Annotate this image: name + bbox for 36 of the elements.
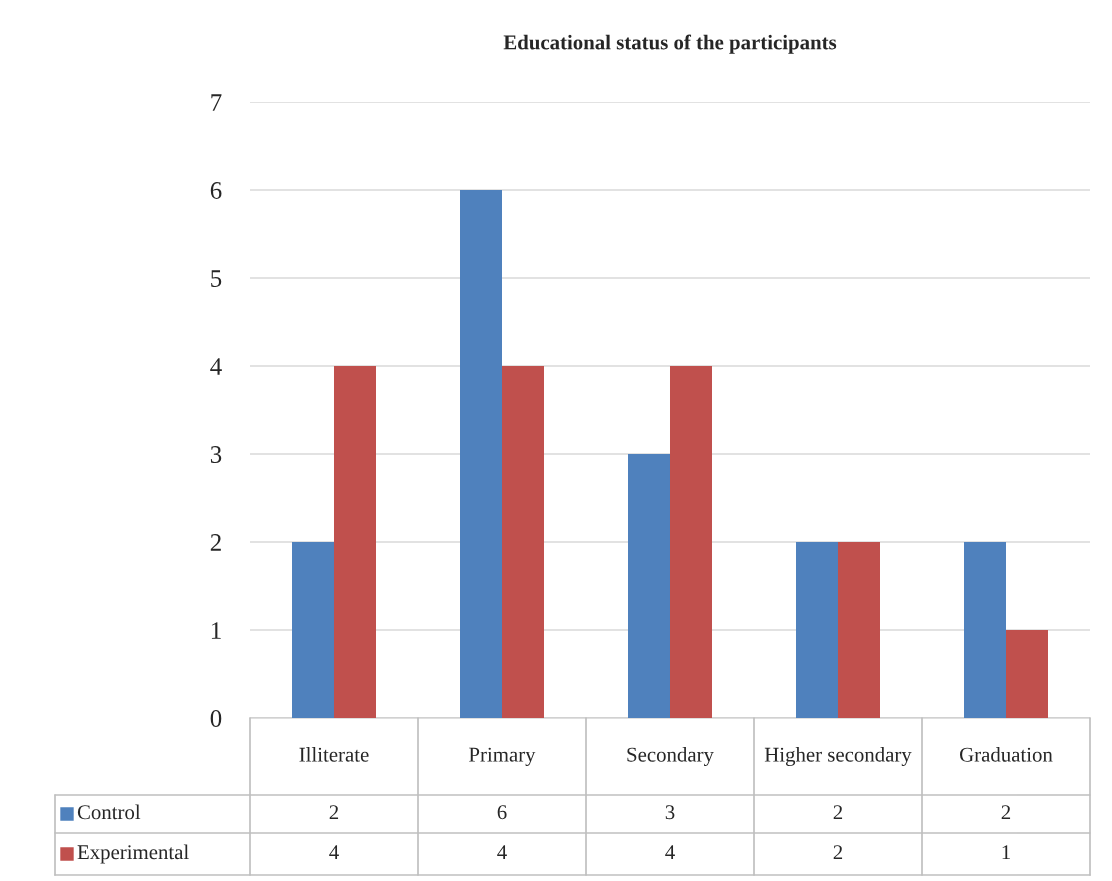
legend-label: Experimental bbox=[77, 844, 189, 864]
data-label: 2 bbox=[329, 805, 339, 820]
bar bbox=[502, 366, 544, 718]
bar bbox=[670, 366, 712, 718]
chart-title: Educational status of the participants bbox=[503, 34, 837, 54]
data-label: 4 bbox=[665, 845, 675, 860]
y-tick-label: 3 bbox=[210, 446, 222, 463]
bar bbox=[964, 542, 1006, 718]
x-tick-label: Secondary bbox=[627, 747, 714, 766]
y-tick-label: 2 bbox=[210, 534, 221, 551]
y-tick-label: 4 bbox=[210, 358, 222, 375]
y-tick-label: 7 bbox=[211, 94, 222, 111]
data-label: 4 bbox=[497, 845, 507, 860]
bar bbox=[796, 542, 838, 718]
x-tick-label: Graduation bbox=[960, 747, 1053, 762]
y-tick-label: 0 bbox=[210, 710, 222, 727]
bar bbox=[1006, 630, 1048, 718]
data-label: 6 bbox=[497, 805, 507, 820]
bar bbox=[628, 454, 670, 718]
data-label: 2 bbox=[833, 845, 843, 860]
x-tick-label: Primary bbox=[469, 747, 536, 766]
legend-label: Control bbox=[77, 804, 141, 820]
bar bbox=[460, 190, 502, 718]
bar bbox=[292, 542, 334, 718]
data-label: 3 bbox=[665, 805, 675, 820]
x-tick-label: Illiterate bbox=[299, 747, 369, 762]
y-tick-label: 1 bbox=[211, 622, 221, 639]
x-tick-label: Higher secondary bbox=[764, 747, 912, 766]
data-label: 2 bbox=[833, 805, 843, 820]
y-tick-label: 6 bbox=[210, 182, 222, 199]
data-label: 1 bbox=[1002, 845, 1010, 860]
y-tick-label: 5 bbox=[211, 270, 222, 287]
data-label: 4 bbox=[329, 845, 339, 860]
data-label: 2 bbox=[1001, 805, 1011, 820]
bar bbox=[334, 366, 376, 718]
bar bbox=[838, 542, 880, 718]
